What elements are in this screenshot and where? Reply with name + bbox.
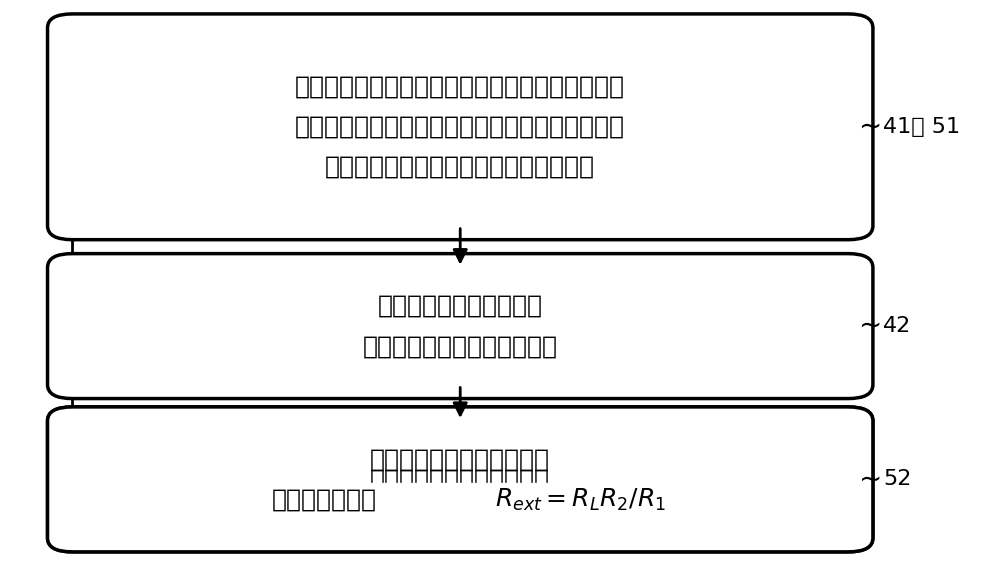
Text: 调整电阻值，使: 调整电阻值，使	[271, 488, 376, 511]
Bar	[82, 482, 838, 522]
FancyBboxPatch shape	[48, 14, 873, 240]
Text: 带第四放大器卸载电路时，: 带第四放大器卸载电路时，	[370, 448, 550, 471]
Text: 52: 52	[883, 470, 911, 489]
Text: 调整第一放大器、第二放大器、第三放大器中至少: 调整第一放大器、第二放大器、第三放大器中至少	[295, 75, 625, 99]
Text: 调整电阻値，使R: 调整电阻値，使R	[399, 488, 521, 511]
Text: ~: ~	[858, 312, 881, 340]
Text: ~: ~	[858, 113, 881, 141]
Text: 带第四放大器卸载电路时，: 带第四放大器卸载电路时，	[370, 467, 550, 491]
FancyBboxPatch shape	[48, 253, 873, 399]
Text: 调整卸载电路的电阻値，: 调整卸载电路的电阻値，	[378, 294, 543, 318]
FancyBboxPatch shape	[48, 407, 873, 552]
Text: 42: 42	[883, 316, 911, 336]
FancyBboxPatch shape	[48, 407, 873, 552]
Text: 一个放大器的参数，使第一放大器、第二放大器、: 一个放大器的参数，使第一放大器、第二放大器、	[295, 115, 625, 139]
Text: 第三放大器输出幅値的差异小于设定误差: 第三放大器输出幅値的差异小于设定误差	[325, 155, 595, 179]
Text: 41， 51: 41， 51	[883, 117, 960, 137]
Text: ~: ~	[858, 466, 881, 493]
Text: 使第三放大器处于非带载状态: 使第三放大器处于非带载状态	[363, 334, 558, 358]
Text: $R_{ext}=R_{L}R_{2}/R_{1}$: $R_{ext}=R_{L}R_{2}/R_{1}$	[495, 486, 666, 512]
